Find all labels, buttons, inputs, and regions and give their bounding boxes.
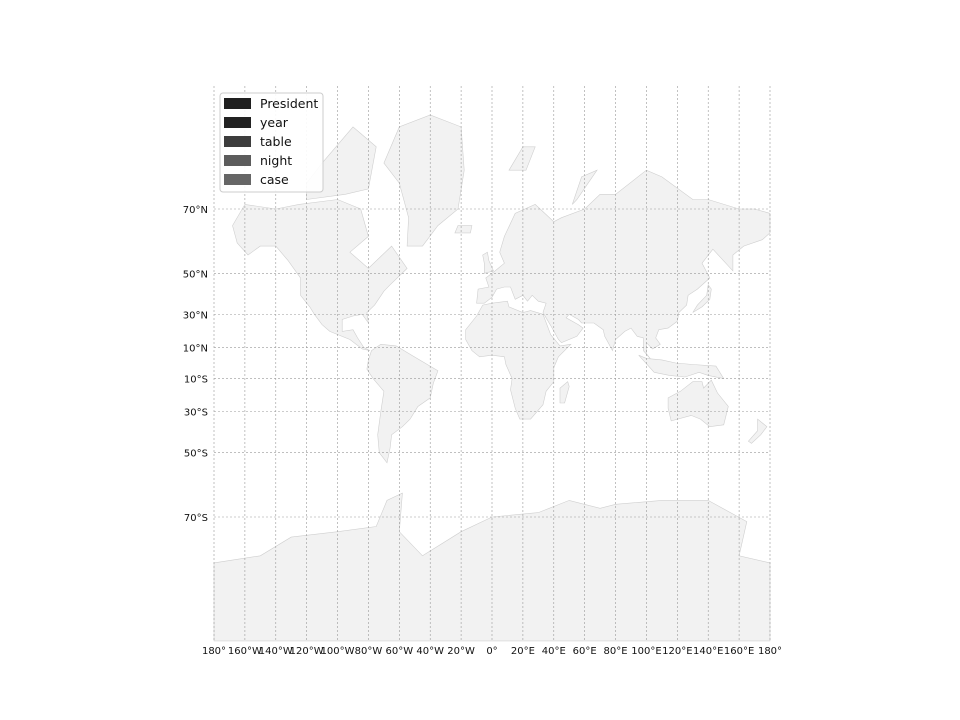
latitude-label: 70°N [183, 205, 208, 216]
landmass-japan [692, 284, 712, 313]
legend-label: case [260, 172, 289, 187]
longitude-label: 120°W [290, 646, 324, 657]
legend-label: table [260, 134, 292, 149]
longitude-label: 20°E [511, 646, 535, 657]
legend-swatch [224, 174, 251, 185]
landmass-indonesia [638, 354, 725, 380]
landmass-greenland [383, 114, 465, 247]
legend-swatch [224, 98, 251, 109]
latitude-label: 10°S [184, 375, 208, 386]
longitude-label: 0° [486, 646, 497, 657]
latitude-label: 30°N [183, 310, 208, 321]
longitude-label: 160°E [724, 646, 754, 657]
landmass-madagascar [559, 381, 570, 404]
longitude-label: 40°W [416, 646, 444, 657]
landmass-iceland [454, 225, 473, 234]
landmass-europe-asia [476, 169, 771, 362]
longitude-label: 180° [202, 646, 226, 657]
longitude-label: 60°W [386, 646, 414, 657]
landmass-australia [667, 379, 729, 428]
landmass-north-america [232, 199, 408, 351]
longitude-label: 180° [758, 646, 782, 657]
longitude-label: 80°W [355, 646, 383, 657]
legend-label: year [260, 115, 289, 130]
longitude-label: 80°E [604, 646, 628, 657]
longitude-label: 100°W [321, 646, 355, 657]
latitude-label: 10°N [183, 343, 208, 354]
longitude-label: 40°E [542, 646, 566, 657]
latitude-label: 50°N [183, 269, 208, 280]
legend-swatch [224, 117, 251, 128]
legend-swatch [224, 155, 251, 166]
longitude-label: 140°W [259, 646, 293, 657]
legend-swatch [224, 136, 251, 147]
longitude-label: 120°E [662, 646, 692, 657]
landmass-svalbard [508, 146, 536, 171]
longitude-label: 20°W [447, 646, 475, 657]
legend-label: President [260, 96, 318, 111]
landmass-british-isles [482, 251, 494, 274]
longitude-label: 160°W [228, 646, 262, 657]
longitude-label: 60°E [573, 646, 597, 657]
latitude-label: 70°S [184, 513, 208, 524]
latitude-label: 50°S [184, 449, 208, 460]
longitude-label: 140°E [693, 646, 723, 657]
landmass-south-america [366, 343, 439, 464]
legend: President year table night case [219, 92, 324, 193]
legend-label: night [260, 153, 292, 168]
longitude-label: 100°E [631, 646, 661, 657]
landmass-new-zealand [747, 418, 768, 444]
graticule [213, 86, 771, 640]
latitude-label: 30°S [184, 408, 208, 419]
